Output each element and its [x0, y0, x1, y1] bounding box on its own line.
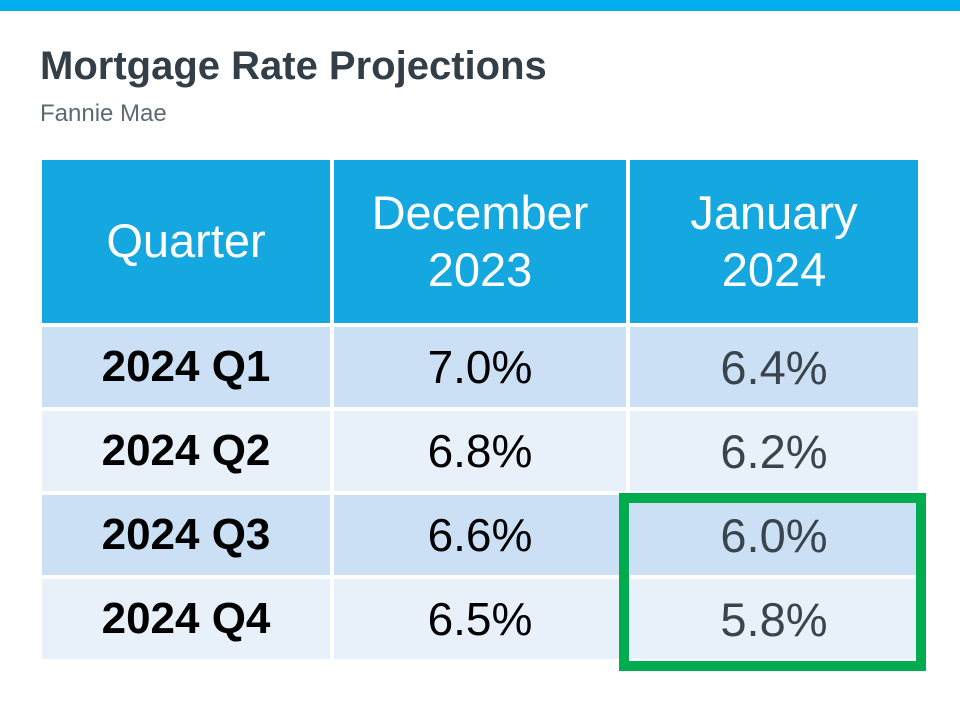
dec-2023-value-cell: 6.5% [332, 577, 628, 661]
table-row-q3: 2024 Q3 6.6% 6.0% [40, 493, 920, 577]
quarter-cell: 2024 Q4 [40, 577, 332, 661]
header-cell-january-2024: January 2024 [628, 158, 920, 325]
jan-2024-value-cell: 5.8% [628, 577, 920, 661]
jan-2024-value-cell: 6.2% [628, 409, 920, 493]
jan-2024-value-cell: 6.0% [628, 493, 920, 577]
quarter-cell: 2024 Q3 [40, 493, 332, 577]
quarter-cell: 2024 Q2 [40, 409, 332, 493]
dec-2023-value-cell: 7.0% [332, 325, 628, 409]
quarter-cell: 2024 Q1 [40, 325, 332, 409]
header-cell-quarter: Quarter [40, 158, 332, 325]
dec-2023-value-cell: 6.6% [332, 493, 628, 577]
table-header-row: Quarter December 2023 January 2024 [40, 158, 920, 325]
jan-2024-value-cell: 6.4% [628, 325, 920, 409]
table-row-q1: 2024 Q1 7.0% 6.4% [40, 325, 920, 409]
dec-2023-value-cell: 6.8% [332, 409, 628, 493]
table-row-q4: 2024 Q4 6.5% 5.8% [40, 577, 920, 661]
page-title: Mortgage Rate Projections [40, 44, 547, 88]
header-cell-december-2023: December 2023 [332, 158, 628, 325]
top-accent-bar [0, 0, 960, 11]
table-row-q2: 2024 Q2 6.8% 6.2% [40, 409, 920, 493]
page-subtitle: Fannie Mae [40, 100, 167, 127]
projections-table: Quarter December 2023 January 2024 2024 … [40, 158, 920, 661]
